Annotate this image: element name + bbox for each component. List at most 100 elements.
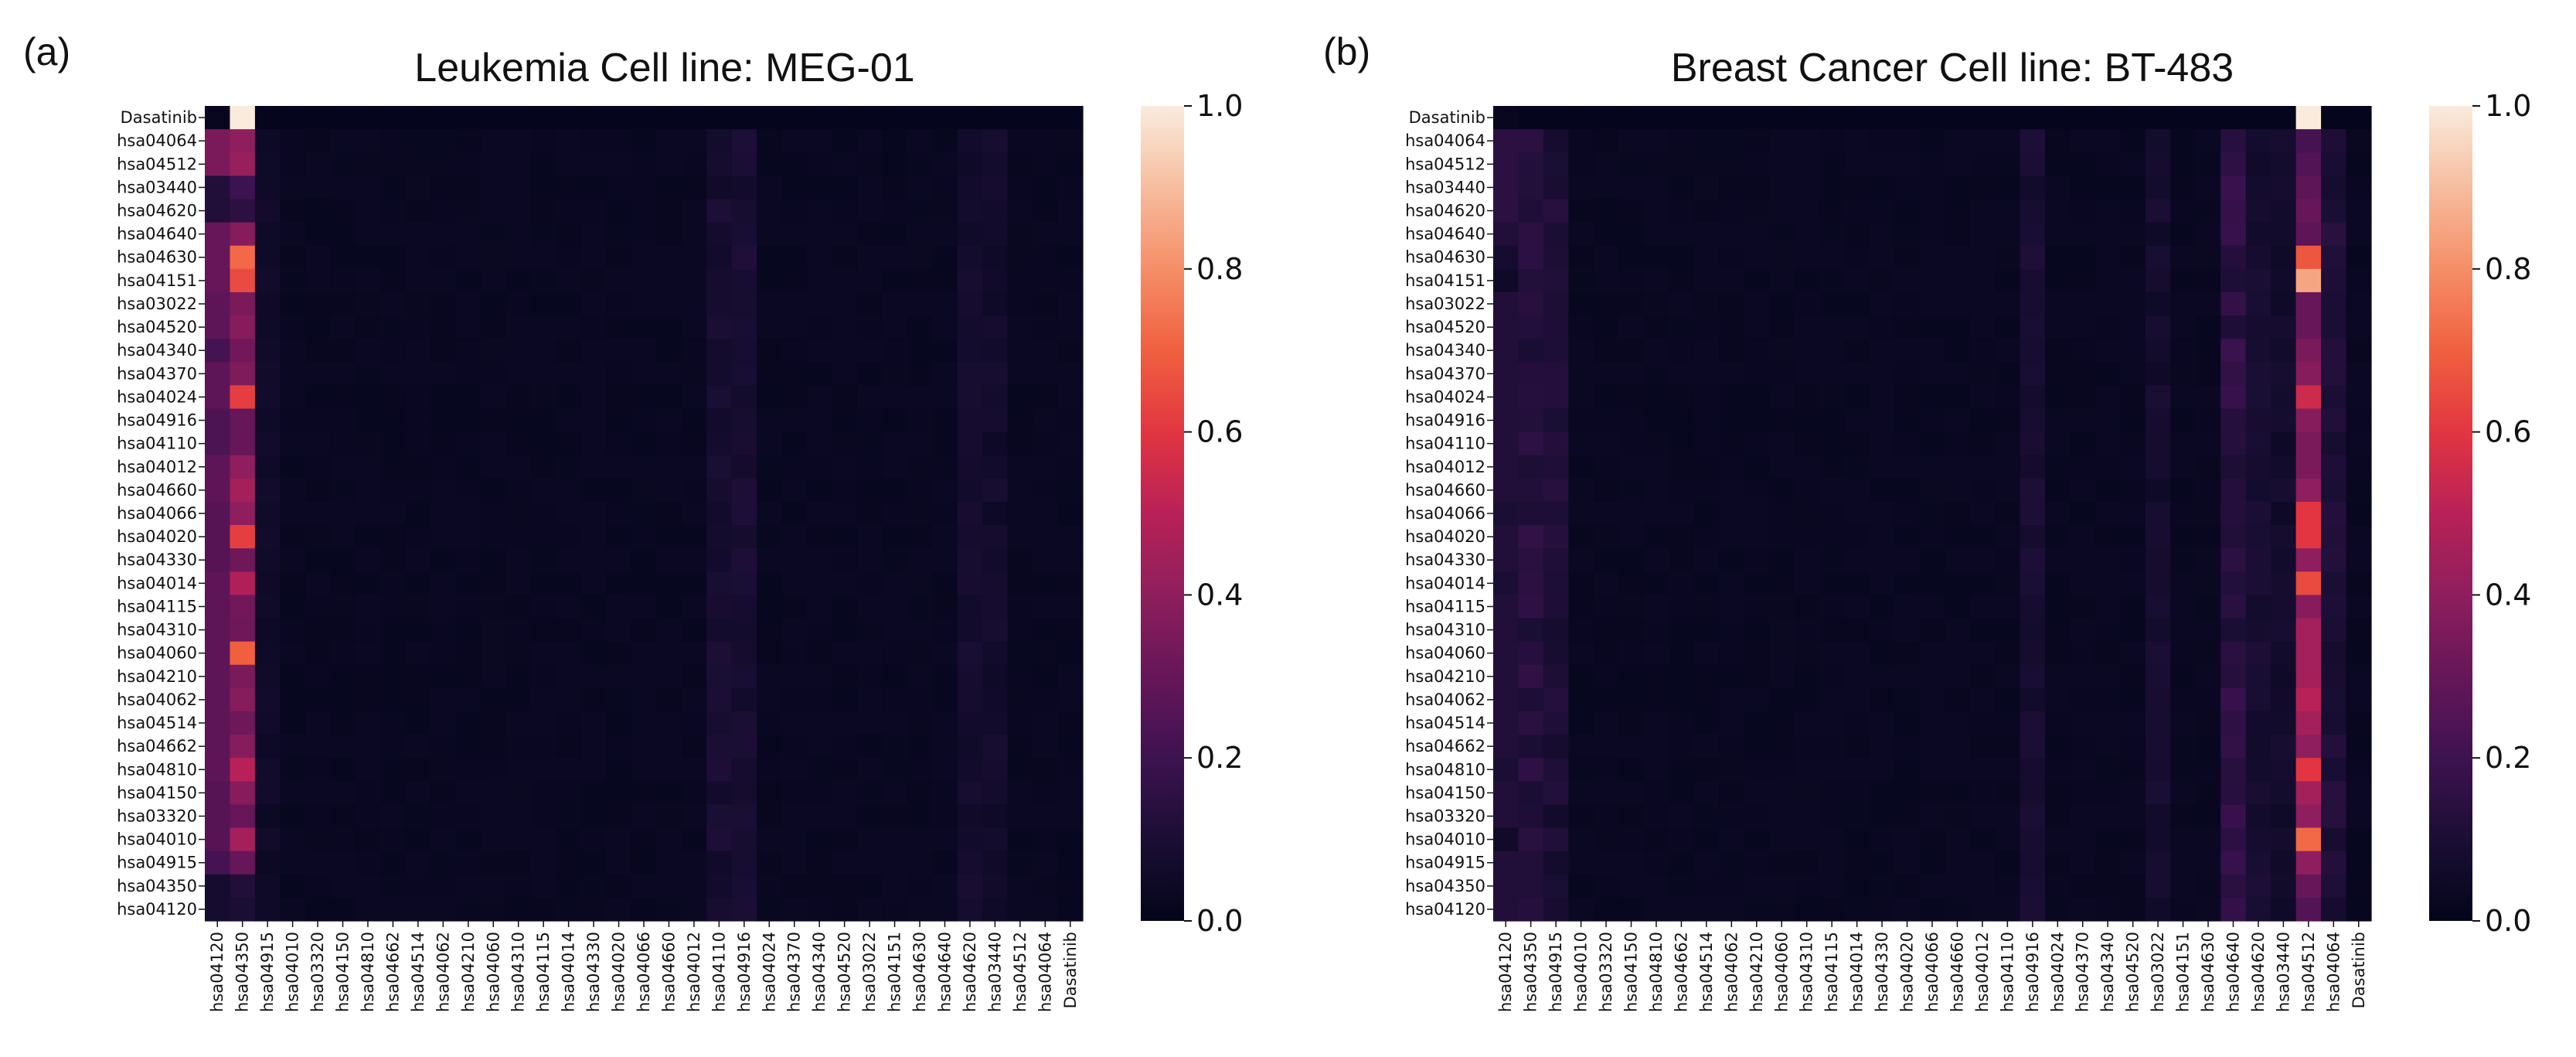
heatmap-cell <box>1057 641 1084 666</box>
heatmap-cell <box>706 618 733 643</box>
heatmap-cell <box>2094 874 2122 898</box>
heatmap-cell <box>681 385 707 410</box>
heatmap-cell <box>280 548 306 572</box>
heatmap-cell <box>957 874 983 898</box>
heatmap-cell <box>957 618 983 643</box>
heatmap-cell <box>731 339 757 363</box>
heatmap-cell <box>1669 687 1695 712</box>
heatmap-cell <box>1844 851 1870 875</box>
heatmap-cell <box>1719 431 1745 456</box>
heatmap-cell <box>2271 245 2297 270</box>
heatmap-cell <box>681 245 707 270</box>
heatmap-cell <box>1794 245 1820 270</box>
heatmap-cell <box>556 129 582 153</box>
heatmap-cell <box>2045 804 2071 829</box>
heatmap-cell <box>631 758 657 782</box>
heatmap-cell <box>405 339 431 363</box>
heatmap-cell <box>1643 804 1669 829</box>
heatmap-cell <box>982 106 1009 130</box>
heatmap-cell <box>1593 758 1619 782</box>
col-tick-label: hsa04810 <box>359 932 377 1012</box>
heatmap-cell <box>1057 897 1084 922</box>
heatmap-cell <box>1844 339 1870 363</box>
row-tick-label: hsa04810 <box>1405 760 1485 779</box>
heatmap-cell <box>1618 687 1645 712</box>
heatmap-cell <box>2070 315 2096 339</box>
heatmap-cell <box>380 851 407 875</box>
heatmap-cell <box>1643 687 1669 712</box>
heatmap-cell <box>1543 641 1569 666</box>
heatmap-cell <box>380 548 407 572</box>
heatmap-cell <box>1643 478 1669 503</box>
heatmap-cell <box>2321 385 2347 410</box>
heatmap-cell <box>1007 315 1033 339</box>
heatmap-cell <box>505 385 532 410</box>
heatmap-cell <box>907 292 933 316</box>
heatmap-cell <box>1919 245 1945 270</box>
heatmap-cell <box>1693 199 1720 223</box>
heatmap-cell <box>631 827 657 852</box>
heatmap-cell <box>2295 687 2322 712</box>
heatmap-cell <box>1493 268 1519 293</box>
heatmap-cell <box>1693 851 1720 875</box>
heatmap-cell <box>1007 827 1033 852</box>
panel-b: (b) Breast Cancer Cell line: BT-483 Dasa… <box>1288 0 2576 1057</box>
heatmap-cell <box>757 827 783 852</box>
heatmap-cell <box>1643 106 1669 130</box>
heatmap-cell <box>2070 525 2096 549</box>
heatmap-cell <box>2220 525 2247 549</box>
heatmap-cell <box>2020 176 2046 200</box>
heatmap-cell <box>1518 408 1544 433</box>
heatmap-cell <box>1719 781 1745 806</box>
heatmap-cells <box>1493 106 2372 922</box>
heatmap-cell <box>2346 664 2372 689</box>
heatmap-cell <box>2120 129 2146 153</box>
heatmap-cell <box>2020 525 2046 549</box>
heatmap-cell <box>2220 385 2247 410</box>
heatmap-cell <box>2120 152 2146 176</box>
heatmap-cell <box>1719 548 1745 572</box>
row-tick-label: hsa04151 <box>117 271 197 290</box>
heatmap-cell <box>757 735 783 759</box>
col-tick-label: hsa04150 <box>334 932 352 1012</box>
heatmap-cell <box>1007 455 1033 479</box>
heatmap-cell <box>1894 571 1921 595</box>
heatmap-cell <box>380 664 407 689</box>
heatmap-cell <box>1568 571 1594 595</box>
heatmap-cell <box>806 827 833 852</box>
heatmap-cell <box>907 245 933 270</box>
heatmap-cell <box>757 641 783 666</box>
heatmap-cell <box>1894 851 1921 875</box>
heatmap-cell <box>2346 595 2372 619</box>
heatmap-cell <box>706 735 733 759</box>
heatmap-cell <box>230 758 256 782</box>
heatmap-cell <box>254 129 281 153</box>
heatmap-cell <box>1693 735 1720 759</box>
heatmap-cell <box>230 315 256 339</box>
heatmap-cell <box>2170 781 2197 806</box>
heatmap-cell <box>556 874 582 898</box>
heatmap-cell <box>2195 106 2221 130</box>
heatmap-cell <box>1007 641 1033 666</box>
heatmap-cell <box>530 222 556 247</box>
row-tick-label: hsa04370 <box>117 364 197 383</box>
heatmap-cell <box>1919 431 1945 456</box>
heatmap-cell <box>280 176 306 200</box>
heatmap-cell <box>1869 525 1895 549</box>
heatmap-cell <box>1593 222 1619 247</box>
col-tick-label: hsa04514 <box>1697 932 1716 1012</box>
heatmap-cell <box>606 292 632 316</box>
row-tick-label: hsa04210 <box>1405 667 1485 686</box>
heatmap-cell <box>907 431 933 456</box>
heatmap-cell <box>2070 781 2096 806</box>
heatmap-cell <box>731 525 757 549</box>
row-tick-label: hsa03440 <box>1405 178 1485 196</box>
heatmap-cell <box>681 455 707 479</box>
heatmap-cell <box>757 431 783 456</box>
heatmap-cell <box>254 478 281 503</box>
heatmap-cell <box>1869 292 1895 316</box>
heatmap-cell <box>230 199 256 223</box>
heatmap-cell <box>1543 222 1569 247</box>
heatmap-cell <box>1543 292 1569 316</box>
heatmap-cell <box>2346 827 2372 852</box>
